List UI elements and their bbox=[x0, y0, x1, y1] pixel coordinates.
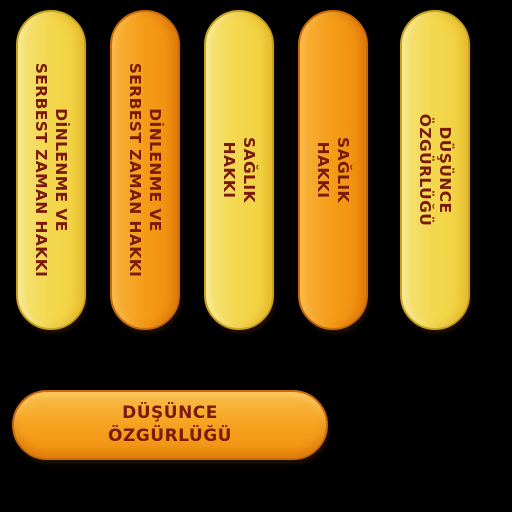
card-label: DİNLENME VE SERBEST ZAMAN HAKKI bbox=[31, 20, 71, 320]
card-dinlenme-yellow[interactable]: DİNLENME VE SERBEST ZAMAN HAKKI bbox=[16, 10, 86, 330]
card-dusunce-horizontal-orange[interactable]: DÜŞÜNCE ÖZGÜRLÜĞÜ bbox=[12, 390, 328, 460]
card-label: SAĞLIK HAKKI bbox=[313, 20, 353, 320]
card-label-line-2: HAKKI bbox=[220, 141, 238, 199]
card-saglik-yellow[interactable]: SAĞLIK HAKKI bbox=[204, 10, 274, 330]
card-label-line-1: DÜŞÜNCE bbox=[122, 403, 218, 423]
card-label-line-1: DİNLENME VE bbox=[52, 108, 70, 232]
card-saglik-orange[interactable]: SAĞLIK HAKKI bbox=[298, 10, 368, 330]
card-label-line-2: ÖZGÜRLÜĞÜ bbox=[108, 426, 232, 446]
card-label-line-2: HAKKI bbox=[314, 141, 332, 199]
card-label-line-1: SAĞLIK bbox=[334, 137, 352, 203]
card-label: DÜŞÜNCE ÖZGÜRLÜĞÜ bbox=[14, 402, 326, 448]
card-dusunce-yellow[interactable]: DÜŞÜNCE ÖZGÜRLÜĞÜ bbox=[400, 10, 470, 330]
card-label: DİNLENME VE SERBEST ZAMAN HAKKI bbox=[125, 20, 165, 320]
card-label: SAĞLIK HAKKI bbox=[219, 20, 259, 320]
card-label-line-1: DİNLENME VE bbox=[146, 108, 164, 232]
card-label-line-1: SAĞLIK bbox=[240, 137, 258, 203]
card-label-line-2: SERBEST ZAMAN HAKKI bbox=[126, 62, 144, 278]
card-dinlenme-orange[interactable]: DİNLENME VE SERBEST ZAMAN HAKKI bbox=[110, 10, 180, 330]
card-label-line-2: ÖZGÜRLÜĞÜ bbox=[416, 113, 434, 227]
card-label-line-1: DÜŞÜNCE bbox=[436, 126, 454, 214]
card-label-line-2: SERBEST ZAMAN HAKKI bbox=[32, 62, 50, 278]
card-label: DÜŞÜNCE ÖZGÜRLÜĞÜ bbox=[415, 20, 455, 320]
